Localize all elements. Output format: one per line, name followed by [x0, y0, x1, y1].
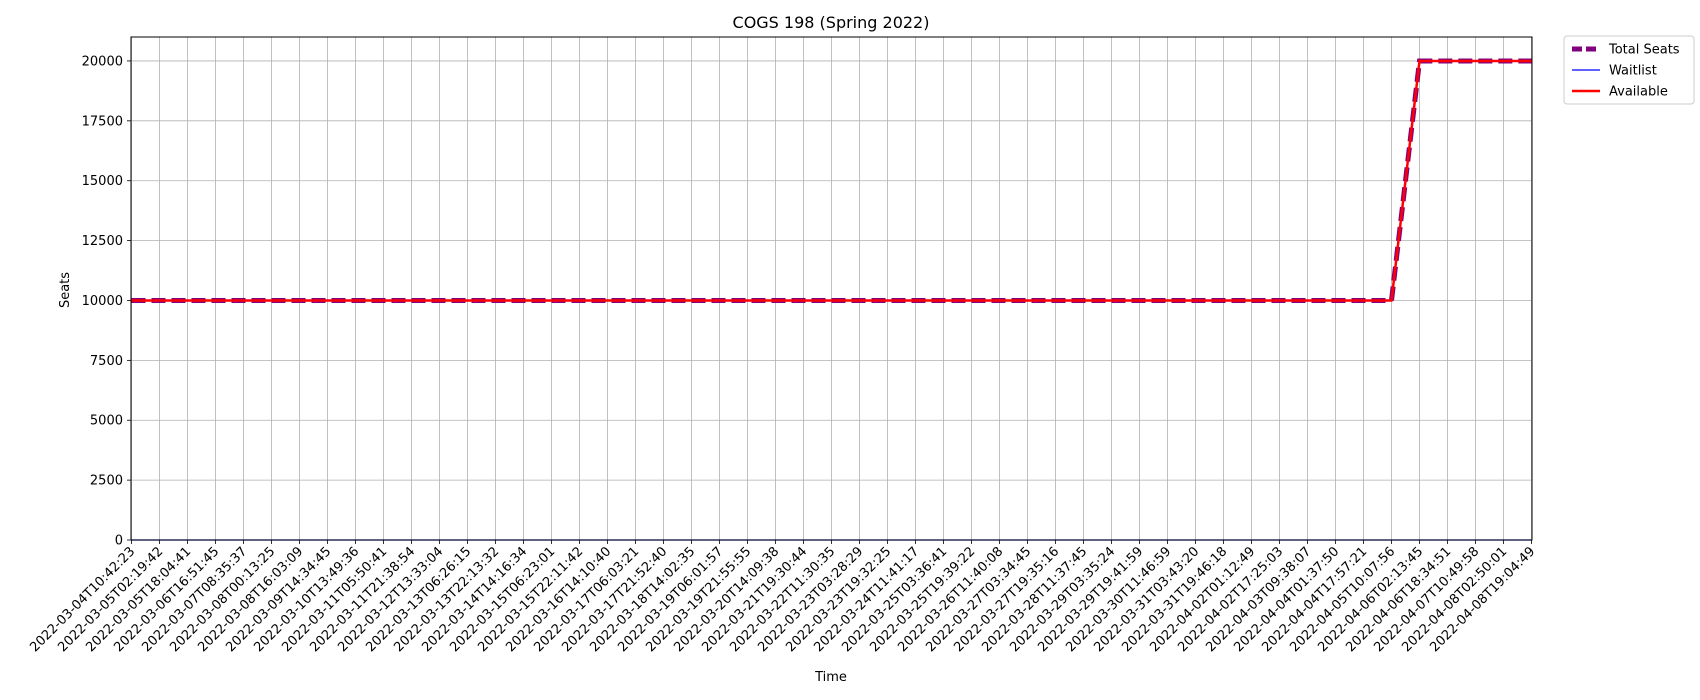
- y-tick-label: 17500: [82, 114, 123, 129]
- y-axis: 0 2500 5000 7500 10000 12500 15000 17500 20000: [82, 54, 131, 549]
- series-line-available: [131, 59, 1532, 302]
- y-axis-label: Seats: [58, 272, 73, 308]
- y-tick-label: 2500: [90, 474, 123, 489]
- x-axis-label: Time: [814, 670, 847, 685]
- y-tick-label: 15000: [82, 174, 123, 189]
- grid: [131, 37, 1532, 541]
- legend-label: Waitlist: [1609, 64, 1657, 79]
- y-tick-label: 0: [115, 534, 123, 549]
- y-tick-label: 5000: [90, 414, 123, 429]
- legend-label: Available: [1609, 85, 1668, 100]
- chart-title: COGS 198 (Spring 2022): [733, 13, 930, 32]
- y-tick-label: 10000: [82, 294, 123, 309]
- legend: Total Seats Waitlist Available: [1563, 35, 1695, 105]
- x-axis: 2022-03-04T10:42:232022-03-05T02:19:4220…: [27, 540, 1538, 655]
- y-tick-label: 12500: [82, 234, 123, 249]
- legend-box: [1563, 35, 1695, 105]
- legend-label: Total Seats: [1608, 43, 1680, 58]
- y-tick-label: 7500: [90, 354, 123, 369]
- y-tick-label: 20000: [82, 54, 123, 69]
